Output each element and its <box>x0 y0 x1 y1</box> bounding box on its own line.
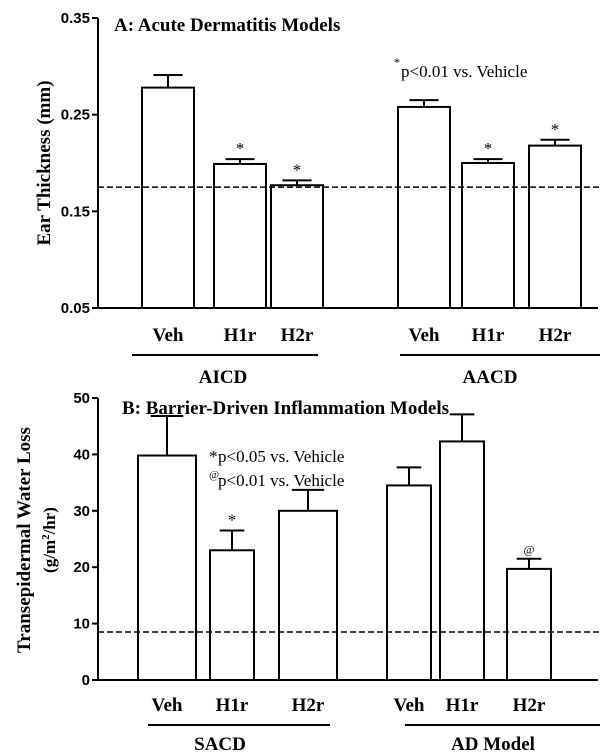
y-tick-label: 30 <box>73 503 90 520</box>
panel-b-title: B: Barrier-Driven Inflammation Models <box>122 398 449 419</box>
panel-a-group-labels: AICD AACD <box>132 354 600 388</box>
panel-a-bars: * * * * <box>141 74 582 310</box>
bar <box>141 86 195 309</box>
y-tick-label: 0.05 <box>61 300 90 317</box>
bar <box>439 440 485 682</box>
y-tick-label: 0.35 <box>61 10 90 27</box>
panel-b: B: Barrier-Driven Inflammation Models Tr… <box>14 390 600 755</box>
category-label: Veh <box>152 695 183 716</box>
bar <box>386 484 432 682</box>
significance-mark: * <box>484 139 493 158</box>
panel-a-note-text: p<0.01 vs. Vehicle <box>401 62 527 81</box>
bar <box>209 549 255 682</box>
panel-a-y-ticks: 0.05 0.15 0.25 0.35 <box>61 10 98 317</box>
category-label: H2r <box>513 695 546 716</box>
significance-mark: * <box>228 511 237 530</box>
significance-mark: @ <box>523 543 534 557</box>
bar <box>137 454 197 682</box>
category-label: Veh <box>409 325 440 346</box>
category-label: H2r <box>539 325 572 346</box>
panel-b-note-1-text: p<0.05 vs. Vehicle <box>218 447 344 466</box>
panel-b-note-1-marker: * <box>209 447 218 466</box>
category-label: H1r <box>216 695 249 716</box>
panel-b-significance-note-1: * p<0.05 vs. Vehicle <box>209 447 344 466</box>
category-label: H1r <box>472 325 505 346</box>
panel-b-note-2-text: p<0.01 vs. Vehicle <box>218 471 344 490</box>
panel-a-category-labels: Veh H1r H2r Veh H1r H2r <box>153 325 572 346</box>
panel-b-y-ticks: 0 10 20 30 40 50 <box>73 390 98 689</box>
category-label: H2r <box>281 325 314 346</box>
panel-a-note-marker: * <box>394 55 400 69</box>
category-label: H1r <box>224 325 257 346</box>
category-label: Veh <box>394 695 425 716</box>
panel-b-y-label-line2: (g/m2/hr) <box>40 507 59 573</box>
bar <box>461 162 515 309</box>
panel-a-title: A: Acute Dermatitis Models <box>114 15 340 36</box>
bar <box>270 184 324 310</box>
group-label: SACD <box>194 734 246 755</box>
bar <box>528 144 582 309</box>
y-tick-label: 0.15 <box>61 203 90 220</box>
y-tick-label: 40 <box>73 446 90 463</box>
panel-b-note-2-marker: @ <box>209 469 219 481</box>
panel-a: A: Acute Dermatitis Models Ear Thickness… <box>34 10 600 388</box>
significance-mark: * <box>236 139 245 158</box>
panel-b-group-labels: SACD AD Model <box>148 724 600 755</box>
bar <box>278 509 338 681</box>
y-tick-label: 0 <box>82 672 90 689</box>
panel-b-significance-note-2: @ p<0.01 vs. Vehicle <box>209 469 344 490</box>
category-label: H2r <box>292 695 325 716</box>
bar <box>397 105 451 309</box>
y-tick-label: 20 <box>73 559 90 576</box>
group-label: AACD <box>463 367 518 388</box>
category-label: H1r <box>446 695 479 716</box>
bar <box>213 162 267 309</box>
group-label: AD Model <box>451 734 535 755</box>
significance-mark: * <box>551 120 560 139</box>
y-tick-label: 50 <box>73 390 90 407</box>
panel-b-category-labels: Veh H1r H2r Veh H1r H2r <box>152 695 546 716</box>
significance-mark: * <box>293 160 302 179</box>
bar <box>506 567 552 682</box>
panel-b-bars: *@ <box>137 413 552 682</box>
panel-b-y-label-line1: Transepidermal Water Loss <box>14 427 35 653</box>
panel-a-significance-note: * p<0.01 vs. Vehicle <box>394 55 527 81</box>
y-tick-label: 10 <box>73 616 90 633</box>
panel-a-y-label: Ear Thickness (mm) <box>34 80 55 245</box>
category-label: Veh <box>153 325 184 346</box>
y-tick-label: 0.25 <box>61 107 90 124</box>
group-label: AICD <box>199 367 248 388</box>
